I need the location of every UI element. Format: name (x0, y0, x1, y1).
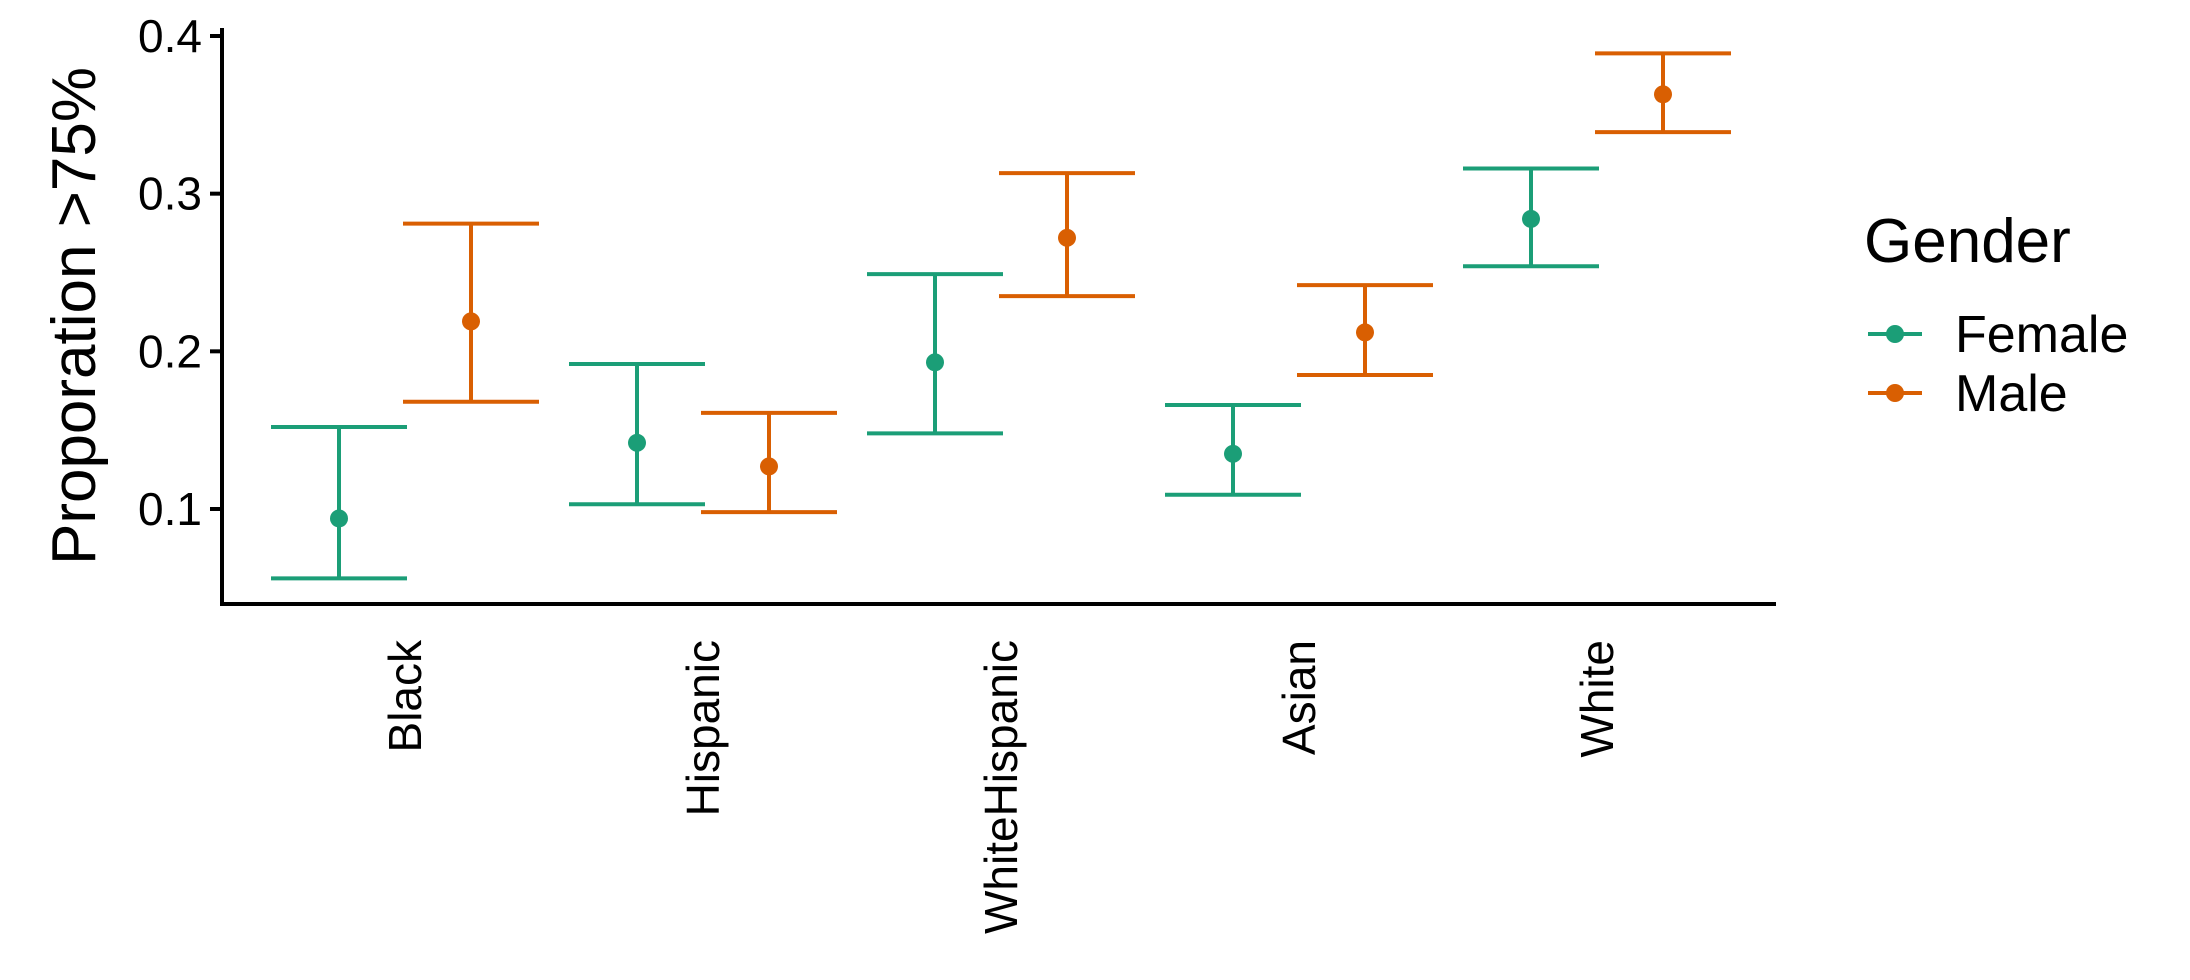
legend-item-female: Female (1868, 306, 2128, 364)
data-point (926, 353, 944, 372)
y-tick-label: 0.2 (138, 325, 202, 377)
x-category-label: Hispanic (677, 640, 729, 816)
error-bar-female (569, 361, 705, 507)
error-bar-female (867, 272, 1003, 436)
data-point (330, 509, 348, 528)
y-axis-title: Proporation >75% (40, 67, 109, 565)
error-bar-male (999, 171, 1135, 299)
y-tick-label: 0.3 (138, 168, 202, 220)
error-bar-female (271, 425, 407, 581)
error-bar-male (403, 221, 539, 404)
error-bar-male (1297, 283, 1433, 377)
legend-label: Male (1955, 365, 2068, 423)
x-category-labels: Black Hispanic WhiteHispanic Asian White (379, 639, 1623, 934)
y-tick-label: 0.4 (138, 10, 202, 62)
data-point (1224, 444, 1242, 463)
error-bar-female (1165, 402, 1301, 497)
axes (220, 28, 1776, 606)
error-bar-male (1595, 51, 1731, 135)
x-category-label: Black (379, 639, 431, 752)
legend-key-point (1886, 384, 1904, 402)
legend-label: Female (1955, 306, 2128, 364)
data-point (462, 312, 480, 331)
x-category-label: WhiteHispanic (975, 640, 1027, 934)
data-point (628, 433, 646, 452)
data-point (760, 457, 778, 476)
data-point (1522, 209, 1540, 228)
data-point (1058, 228, 1076, 247)
data-point (1356, 323, 1374, 342)
error-bar-female (1463, 166, 1599, 269)
error-bars (271, 51, 1731, 581)
y-ticks: 0.1 0.2 0.3 0.4 (138, 10, 222, 535)
x-category-label: Asian (1273, 640, 1325, 755)
y-tick-label: 0.1 (138, 483, 202, 535)
legend-title: Gender (1864, 207, 2071, 276)
legend-key-point (1886, 325, 1904, 343)
legend-item-male: Male (1868, 365, 2068, 423)
data-point (1654, 85, 1672, 104)
error-bar-male (701, 410, 837, 515)
x-category-label: White (1571, 640, 1623, 758)
